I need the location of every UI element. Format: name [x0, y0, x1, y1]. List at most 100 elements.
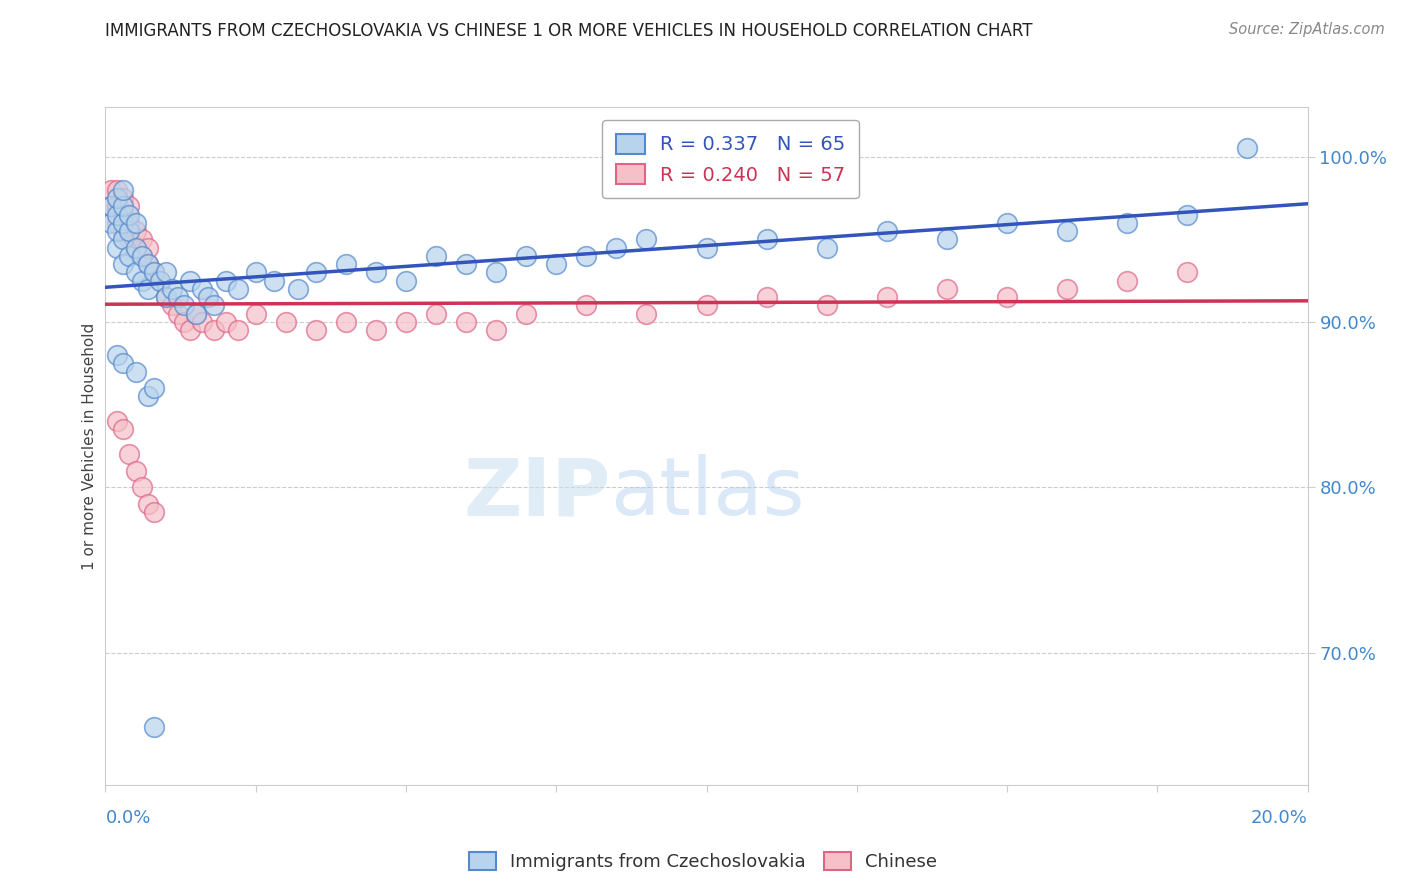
Point: [112, 356, 135, 370]
Point: [142, 265, 165, 279]
Point: [815, 298, 838, 312]
Point: [112, 224, 135, 238]
Point: [142, 265, 165, 279]
Point: [148, 274, 170, 288]
Point: [118, 216, 141, 230]
Point: [112, 216, 135, 230]
Point: [155, 290, 177, 304]
Point: [112, 207, 135, 221]
Point: [131, 274, 153, 288]
Point: [515, 307, 537, 321]
Point: [274, 315, 297, 329]
Point: [1175, 207, 1198, 221]
Point: [245, 265, 267, 279]
Point: [190, 315, 212, 329]
Point: [100, 199, 122, 213]
Point: [335, 315, 357, 329]
Point: [131, 249, 153, 263]
Point: [876, 224, 898, 238]
Point: [696, 298, 718, 312]
Point: [112, 232, 135, 246]
Point: [995, 216, 1018, 230]
Point: [107, 216, 129, 230]
Point: [214, 315, 236, 329]
Point: [179, 274, 201, 288]
Legend: Immigrants from Czechoslovakia, Chinese: Immigrants from Czechoslovakia, Chinese: [461, 845, 945, 879]
Legend: R = 0.337   N = 65, R = 0.240   N = 57: R = 0.337 N = 65, R = 0.240 N = 57: [602, 120, 859, 198]
Point: [395, 315, 418, 329]
Text: IMMIGRANTS FROM CZECHOSLOVAKIA VS CHINESE 1 OR MORE VEHICLES IN HOUSEHOLD CORREL: IMMIGRANTS FROM CZECHOSLOVAKIA VS CHINES…: [105, 22, 1033, 40]
Point: [454, 257, 477, 271]
Point: [124, 224, 146, 238]
Point: [136, 282, 159, 296]
Point: [214, 274, 236, 288]
Point: [173, 315, 195, 329]
Point: [100, 183, 122, 197]
Point: [107, 241, 129, 255]
Point: [184, 307, 207, 321]
Point: [100, 199, 122, 213]
Point: [118, 199, 141, 213]
Text: Source: ZipAtlas.com: Source: ZipAtlas.com: [1229, 22, 1385, 37]
Point: [112, 422, 135, 436]
Point: [173, 298, 195, 312]
Point: [112, 183, 135, 197]
Point: [124, 241, 146, 255]
Point: [226, 323, 249, 337]
Point: [160, 298, 183, 312]
Point: [995, 290, 1018, 304]
Point: [335, 257, 357, 271]
Point: [131, 480, 153, 494]
Point: [575, 298, 598, 312]
Point: [136, 389, 159, 403]
Point: [815, 241, 838, 255]
Point: [142, 505, 165, 519]
Point: [1116, 216, 1139, 230]
Point: [425, 249, 447, 263]
Point: [155, 265, 177, 279]
Point: [148, 274, 170, 288]
Point: [155, 290, 177, 304]
Y-axis label: 1 or more Vehicles in Household: 1 or more Vehicles in Household: [82, 322, 97, 570]
Point: [160, 282, 183, 296]
Text: 20.0%: 20.0%: [1251, 809, 1308, 827]
Point: [112, 257, 135, 271]
Point: [124, 265, 146, 279]
Point: [124, 365, 146, 379]
Point: [425, 307, 447, 321]
Point: [118, 447, 141, 461]
Point: [636, 307, 658, 321]
Point: [876, 290, 898, 304]
Point: [936, 232, 959, 246]
Point: [107, 191, 129, 205]
Point: [190, 282, 212, 296]
Point: [485, 323, 508, 337]
Point: [179, 323, 201, 337]
Point: [202, 298, 225, 312]
Point: [124, 241, 146, 255]
Text: atlas: atlas: [610, 454, 804, 533]
Point: [197, 290, 219, 304]
Point: [107, 348, 129, 362]
Point: [1236, 141, 1258, 155]
Text: 0.0%: 0.0%: [105, 809, 150, 827]
Point: [107, 207, 129, 221]
Point: [112, 191, 135, 205]
Point: [696, 241, 718, 255]
Point: [936, 282, 959, 296]
Point: [100, 216, 122, 230]
Point: [124, 464, 146, 478]
Point: [118, 224, 141, 238]
Point: [136, 257, 159, 271]
Point: [305, 265, 328, 279]
Point: [107, 199, 129, 213]
Point: [136, 497, 159, 511]
Point: [107, 224, 129, 238]
Point: [202, 323, 225, 337]
Point: [287, 282, 309, 296]
Point: [364, 323, 387, 337]
Point: [485, 265, 508, 279]
Point: [131, 232, 153, 246]
Point: [575, 249, 598, 263]
Point: [118, 249, 141, 263]
